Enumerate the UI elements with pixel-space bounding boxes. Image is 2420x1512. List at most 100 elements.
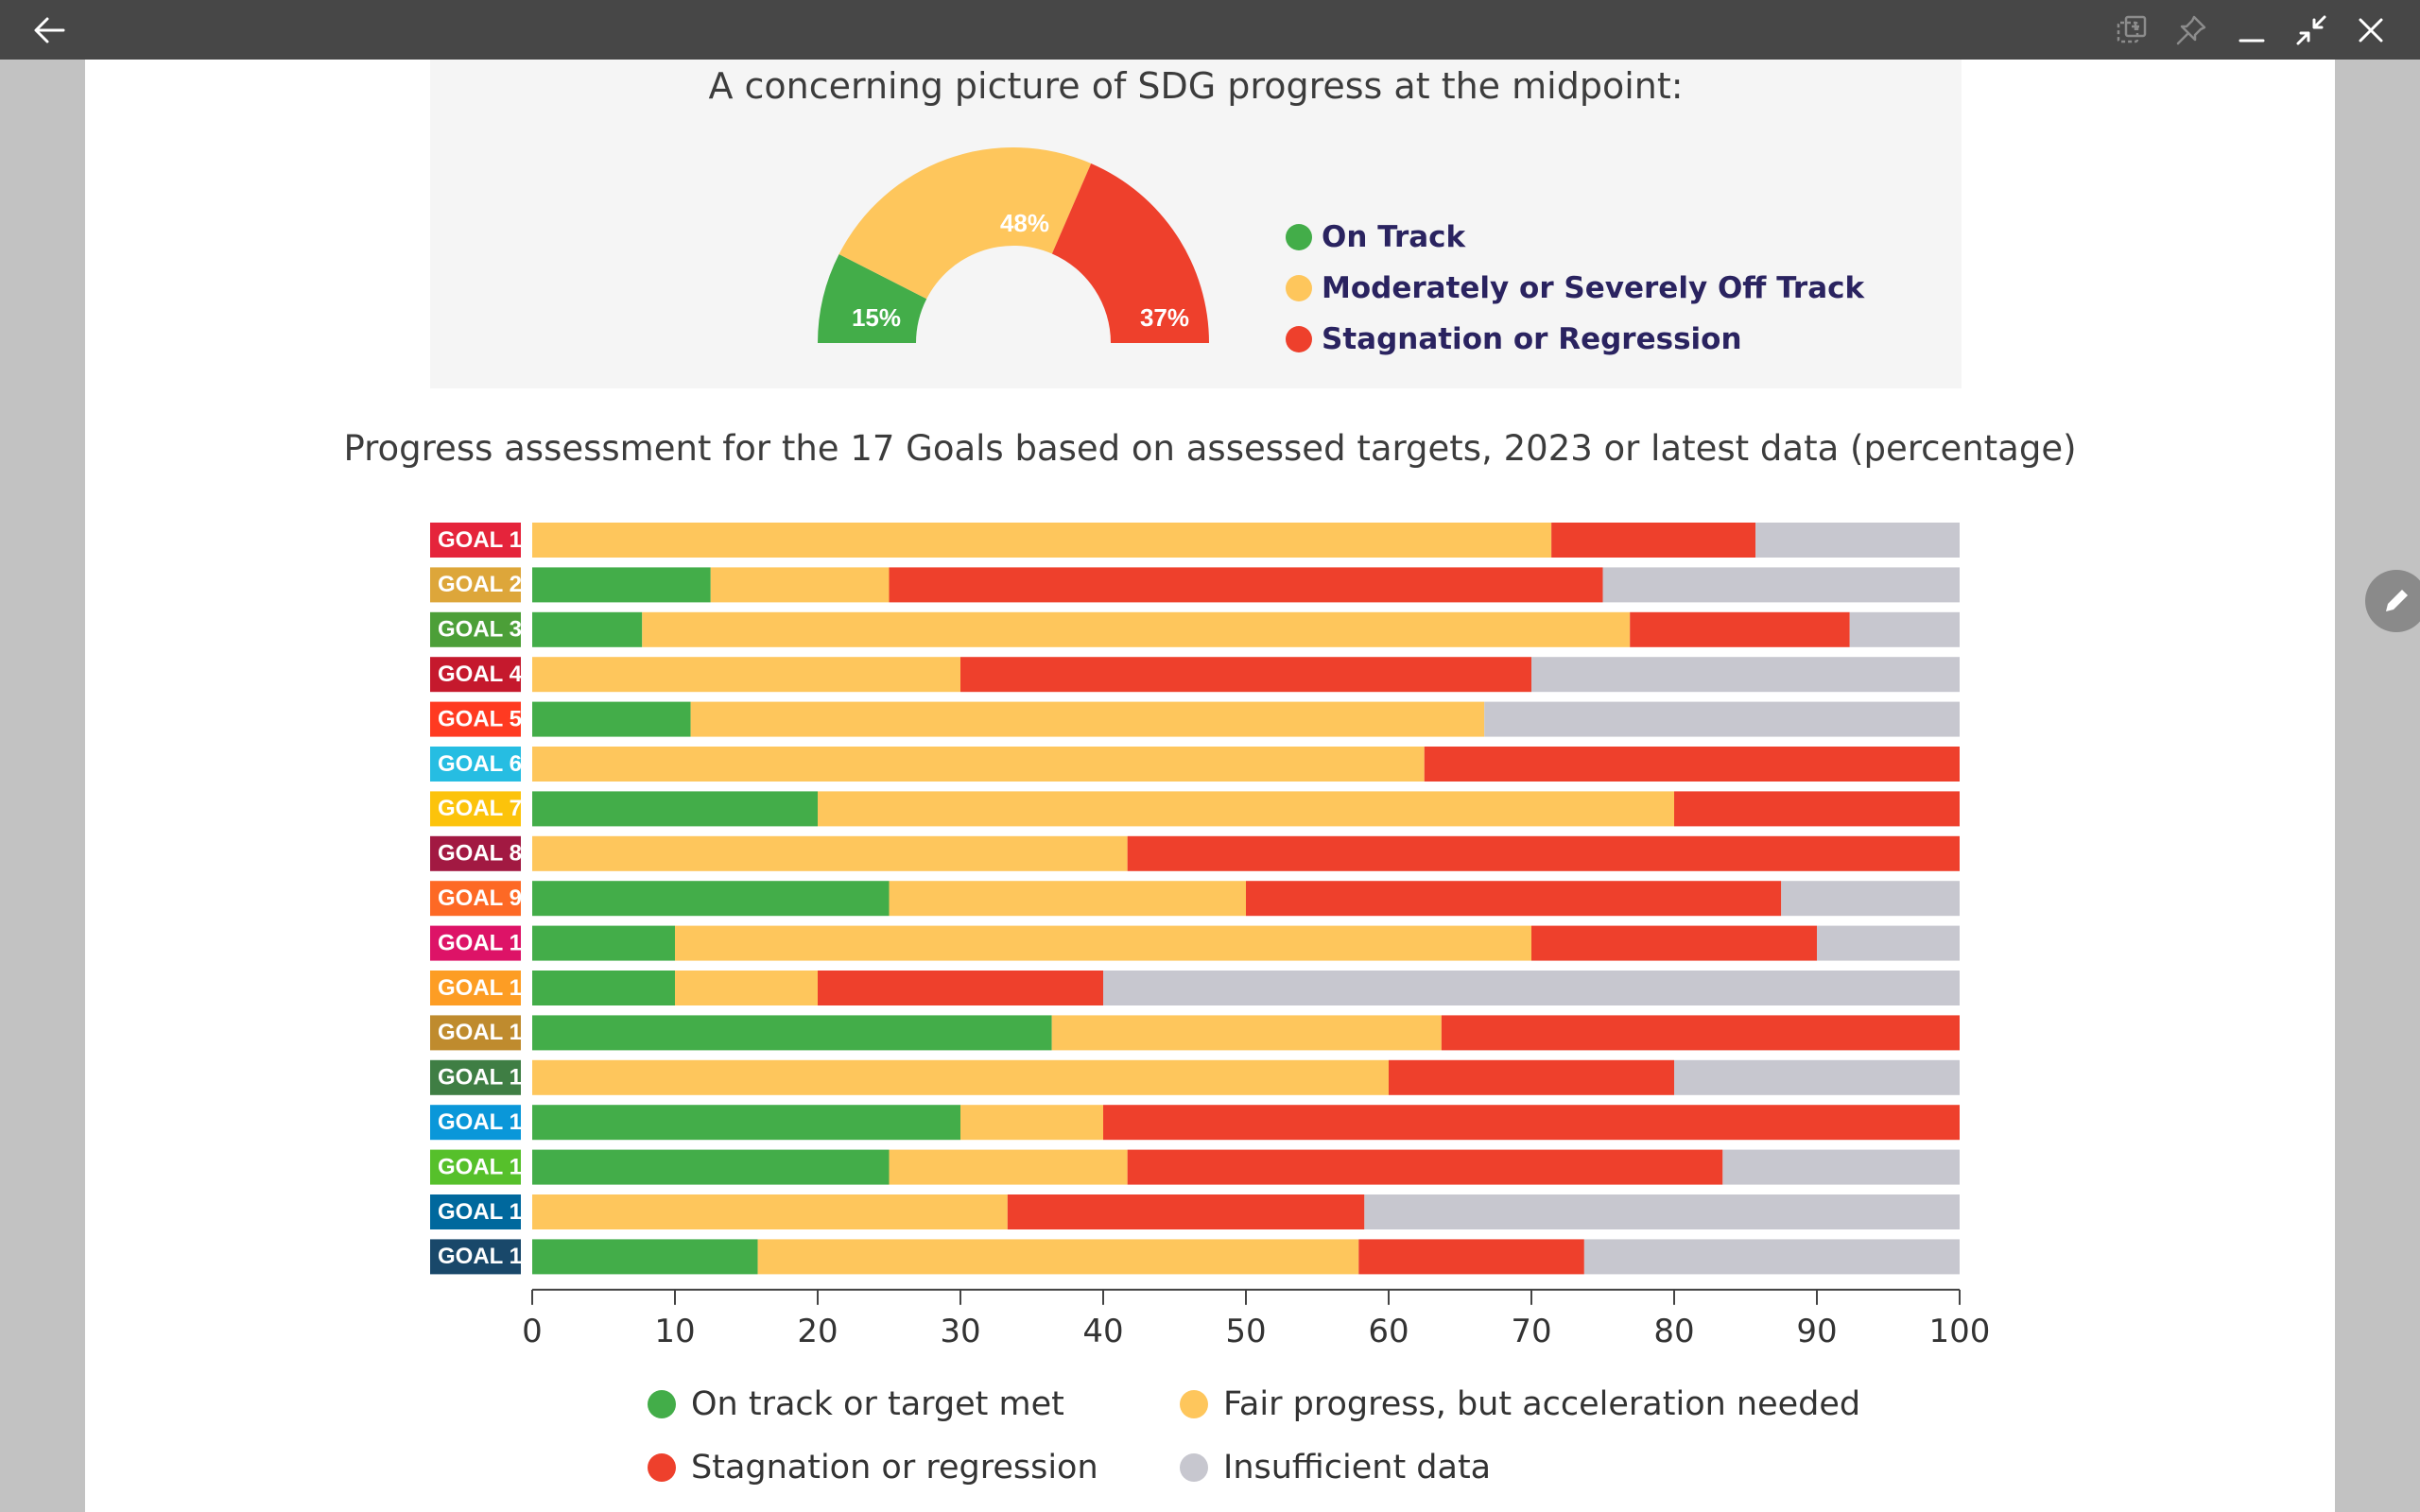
gauge-slice-label: 37% xyxy=(1140,303,1189,332)
legend-item-insufficient: Insufficient data xyxy=(1180,1447,1491,1488)
window-title-bar xyxy=(0,0,2420,60)
arrow-left-icon xyxy=(34,17,65,43)
close-button[interactable] xyxy=(2342,0,2399,60)
bar-segment xyxy=(532,567,711,603)
bar-segment xyxy=(1531,925,1817,961)
bar-segment xyxy=(532,1105,960,1141)
copy-icon xyxy=(2117,15,2147,43)
bar-segment xyxy=(532,523,1552,558)
gauge-legend-label: On Track xyxy=(1322,220,1466,254)
edit-button[interactable] xyxy=(2365,570,2420,632)
goal-label-box xyxy=(430,747,521,782)
gauge-slice xyxy=(1051,163,1209,343)
x-tick-label: 70 xyxy=(1511,1313,1551,1350)
bar-segment xyxy=(1484,701,1960,737)
gauge-panel: A concerning picture of SDG progress at … xyxy=(430,60,1962,388)
bar-segment xyxy=(1583,1239,1960,1275)
x-tick-label: 60 xyxy=(1368,1313,1409,1350)
bar-segment xyxy=(818,791,1674,827)
goal-label-box xyxy=(430,925,521,961)
bar-segment xyxy=(532,1059,1389,1095)
bar-segment xyxy=(532,971,675,1005)
bar-segment xyxy=(1674,1059,1960,1095)
legend-dot xyxy=(648,1390,676,1418)
bar-segment xyxy=(1674,791,1960,827)
bar-segment xyxy=(889,567,1603,603)
back-button[interactable] xyxy=(21,0,78,60)
gauge-slice xyxy=(818,254,927,343)
goal-label-box xyxy=(430,567,521,603)
goal-label: GOAL 14 xyxy=(438,1109,535,1135)
bar-segment xyxy=(1051,1015,1442,1051)
bar-segment xyxy=(1424,747,1960,782)
goal-label-box xyxy=(430,1105,521,1141)
bar-segment xyxy=(675,925,1531,961)
goal-label-box xyxy=(430,791,521,827)
x-tick-label: 0 xyxy=(522,1313,543,1350)
gauge-legend-item-on-track: On Track xyxy=(1286,218,1465,256)
goal-label: GOAL 12 xyxy=(438,1020,534,1045)
bar-segment xyxy=(1551,523,1756,558)
legend-dot xyxy=(1286,275,1312,301)
x-tick-label: 100 xyxy=(1929,1313,1991,1350)
gauge-slice xyxy=(838,147,1092,300)
goal-label: GOAL 8 xyxy=(438,841,522,867)
bar-segment xyxy=(1103,1105,1960,1141)
bar-segment xyxy=(1358,1239,1584,1275)
legend-item-regression: Stagnation or regression xyxy=(648,1447,1098,1488)
goal-label: GOAL 10 xyxy=(438,930,534,955)
bar-segment xyxy=(1127,835,1960,871)
bar-segment xyxy=(532,701,691,737)
legend-dot xyxy=(1180,1453,1208,1482)
bar-segment xyxy=(532,747,1425,782)
bar-chart-title: Progress assessment for the 17 Goals bas… xyxy=(343,428,2077,469)
bar-segment xyxy=(710,567,890,603)
legend-item-on-track: On track or target met xyxy=(648,1383,1064,1425)
document-page: A concerning picture of SDG progress at … xyxy=(85,60,2335,1512)
goal-label: GOAL 1 xyxy=(438,527,522,553)
bar-segment xyxy=(1389,1059,1674,1095)
gauge-legend-label: Moderately or Severely Off Track xyxy=(1322,271,1865,305)
bar-segment xyxy=(960,657,1531,693)
goal-label: GOAL 17 xyxy=(438,1244,534,1269)
exit-fullscreen-button[interactable] xyxy=(2283,0,2340,60)
goal-label: GOAL 16 xyxy=(438,1199,534,1225)
bar-segment xyxy=(1755,523,1960,558)
bar-segment xyxy=(532,1015,1052,1051)
bar-segment xyxy=(532,1239,758,1275)
gauge-slice-label: 15% xyxy=(852,303,901,332)
goal-label-box xyxy=(430,1149,521,1185)
bar-segment xyxy=(960,1105,1103,1141)
goal-label-box xyxy=(430,657,521,693)
goal-label-box xyxy=(430,523,521,558)
goal-label-box xyxy=(430,1239,521,1275)
legend-dot xyxy=(1180,1390,1208,1418)
bar-segment xyxy=(532,925,675,961)
minimize-button[interactable] xyxy=(2223,0,2280,60)
bar-segment xyxy=(532,1194,1008,1229)
close-icon xyxy=(2359,18,2383,42)
legend-dot xyxy=(1286,224,1312,250)
pencil-icon xyxy=(2386,590,2408,611)
legend-label: Insufficient data xyxy=(1223,1449,1492,1486)
bar-segment xyxy=(818,971,1103,1005)
goal-label: GOAL 13 xyxy=(438,1065,534,1091)
copy-button[interactable] xyxy=(2103,0,2160,60)
gauge-legend-item-regression: Stagnation or Regression xyxy=(1286,320,1742,358)
goal-label-box xyxy=(430,1015,521,1051)
stacked-bar-chart: GOAL 1 GOAL 2 GOAL 3 GOAL 4 GOAL 5 GOAL 6 GOAL… xyxy=(430,523,1991,1350)
x-tick-label: 50 xyxy=(1225,1313,1266,1350)
bar-segment xyxy=(1246,881,1782,917)
legend-dot xyxy=(648,1453,676,1482)
bar-segment xyxy=(1127,1149,1723,1185)
goal-label: GOAL 15 xyxy=(438,1154,534,1179)
x-tick-label: 20 xyxy=(797,1313,838,1350)
x-tick-label: 90 xyxy=(1796,1313,1837,1350)
pin-button[interactable] xyxy=(2163,0,2220,60)
legend-label: Stagnation or regression xyxy=(691,1449,1098,1486)
gauge-chart: 15% 48% 37% xyxy=(818,147,1209,343)
goal-label: GOAL 7 xyxy=(438,796,522,821)
bar-segment xyxy=(1630,611,1850,647)
minimize-icon xyxy=(2238,39,2265,42)
goal-label-box xyxy=(430,701,521,737)
